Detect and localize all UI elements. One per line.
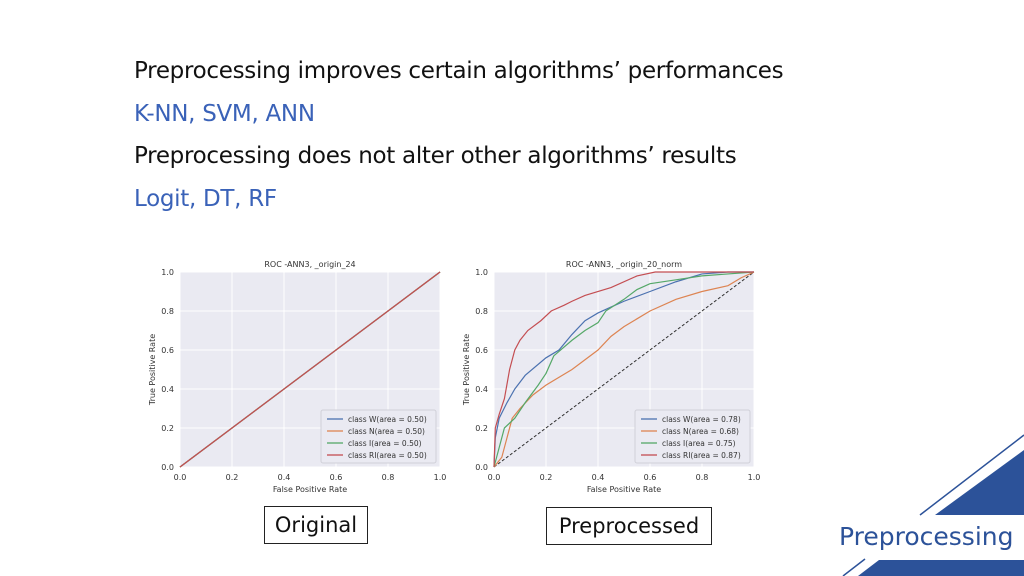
y-tick-label: 0.6	[475, 346, 488, 355]
y-tick-label: 0.0	[475, 463, 488, 472]
caption-original: Original	[264, 506, 368, 544]
y-tick-label: 0.4	[475, 385, 488, 394]
heading-1: Preprocessing improves certain algorithm…	[134, 58, 784, 84]
x-axis-label: False Positive Rate	[587, 485, 661, 494]
x-tick-label: 0.0	[488, 473, 501, 482]
legend-entry: class I(area = 0.75)	[662, 439, 736, 448]
y-tick-label: 1.0	[475, 268, 488, 277]
x-tick-label: 0.8	[382, 473, 395, 482]
bottom-band	[858, 560, 1024, 576]
subheading-1: K-NN, SVM, ANN	[134, 101, 315, 127]
x-tick-label: 0.2	[540, 473, 553, 482]
y-tick-label: 0.0	[161, 463, 174, 472]
y-tick-label: 0.8	[475, 307, 488, 316]
roc-curve	[493, 271, 754, 468]
corner-triangle	[935, 450, 1024, 515]
chart-title: ROC -ANN3, _origin_24	[264, 260, 355, 269]
legend-entry: class W(area = 0.78)	[662, 415, 741, 424]
x-tick-label: 1.0	[748, 473, 761, 482]
y-tick-label: 0.6	[161, 346, 174, 355]
roc-curve	[179, 271, 441, 468]
y-tick-label: 1.0	[161, 268, 174, 277]
heading-2: Preprocessing does not alter other algor…	[134, 143, 737, 169]
legend-entry: class N(area = 0.50)	[348, 427, 425, 436]
x-axis-label: False Positive Rate	[273, 485, 347, 494]
x-tick-label: 1.0	[434, 473, 447, 482]
legend-entry: class RI(area = 0.50)	[348, 451, 427, 460]
x-tick-label: 0.6	[330, 473, 343, 482]
x-tick-label: 0.8	[696, 473, 709, 482]
roc-curve	[493, 271, 754, 468]
y-tick-label: 0.8	[161, 307, 174, 316]
section-label: Preprocessing	[839, 522, 1014, 551]
legend-entry: class W(area = 0.50)	[348, 415, 427, 424]
subheading-2: Logit, DT, RF	[134, 186, 277, 212]
x-tick-label: 0.4	[278, 473, 291, 482]
legend	[320, 409, 437, 464]
chart-title: ROC -ANN3, _origin_20_norm	[566, 260, 682, 269]
chance-diagonal	[493, 271, 755, 468]
y-tick-label: 0.2	[475, 424, 488, 433]
corner-line	[919, 434, 1024, 516]
y-tick-label: 0.2	[161, 424, 174, 433]
roc-curve	[493, 271, 755, 468]
legend-entry: class I(area = 0.50)	[348, 439, 422, 448]
x-tick-label: 0.6	[644, 473, 657, 482]
caption-preprocessed: Preprocessed	[546, 507, 712, 545]
legend	[634, 409, 751, 464]
y-tick-label: 0.4	[161, 385, 174, 394]
y-axis-label: True Positive Rate	[148, 334, 157, 406]
x-tick-label: 0.0	[174, 473, 187, 482]
x-tick-label: 0.4	[592, 473, 605, 482]
bottom-line	[842, 558, 866, 576]
legend-entry: class RI(area = 0.87)	[662, 451, 741, 460]
x-tick-label: 0.2	[226, 473, 239, 482]
y-axis-label: True Positive Rate	[462, 334, 471, 406]
legend-entry: class N(area = 0.68)	[662, 427, 739, 436]
